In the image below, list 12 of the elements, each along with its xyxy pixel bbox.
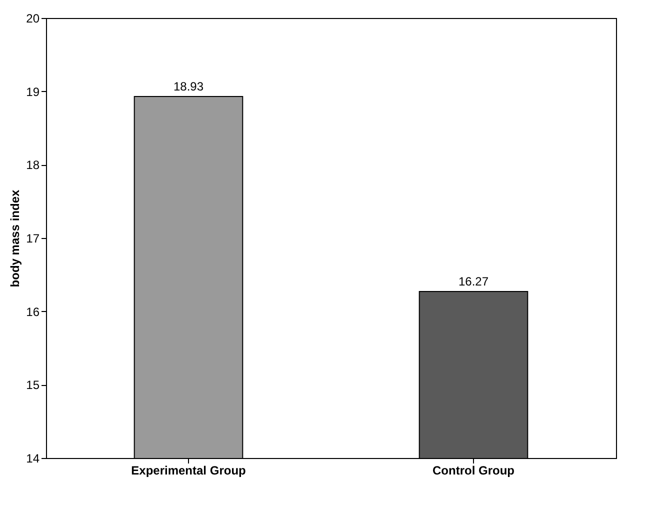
y-tick-label: 18 bbox=[26, 158, 40, 172]
y-tick-label: 19 bbox=[26, 84, 40, 99]
x-tick-label: Experimental Group bbox=[131, 464, 246, 478]
y-tick-label: 20 bbox=[26, 12, 40, 26]
x-tick-label: Control Group bbox=[432, 464, 514, 478]
data-label: 16.27 bbox=[458, 274, 489, 289]
y-tick-label: 17 bbox=[26, 232, 40, 246]
y-tick-label: 14 bbox=[26, 452, 40, 466]
data-label: 18.93 bbox=[173, 79, 204, 94]
y-tick-label: 15 bbox=[26, 378, 40, 392]
y-axis-title: body mass index bbox=[8, 189, 22, 288]
y-tick-label: 16 bbox=[26, 304, 40, 319]
